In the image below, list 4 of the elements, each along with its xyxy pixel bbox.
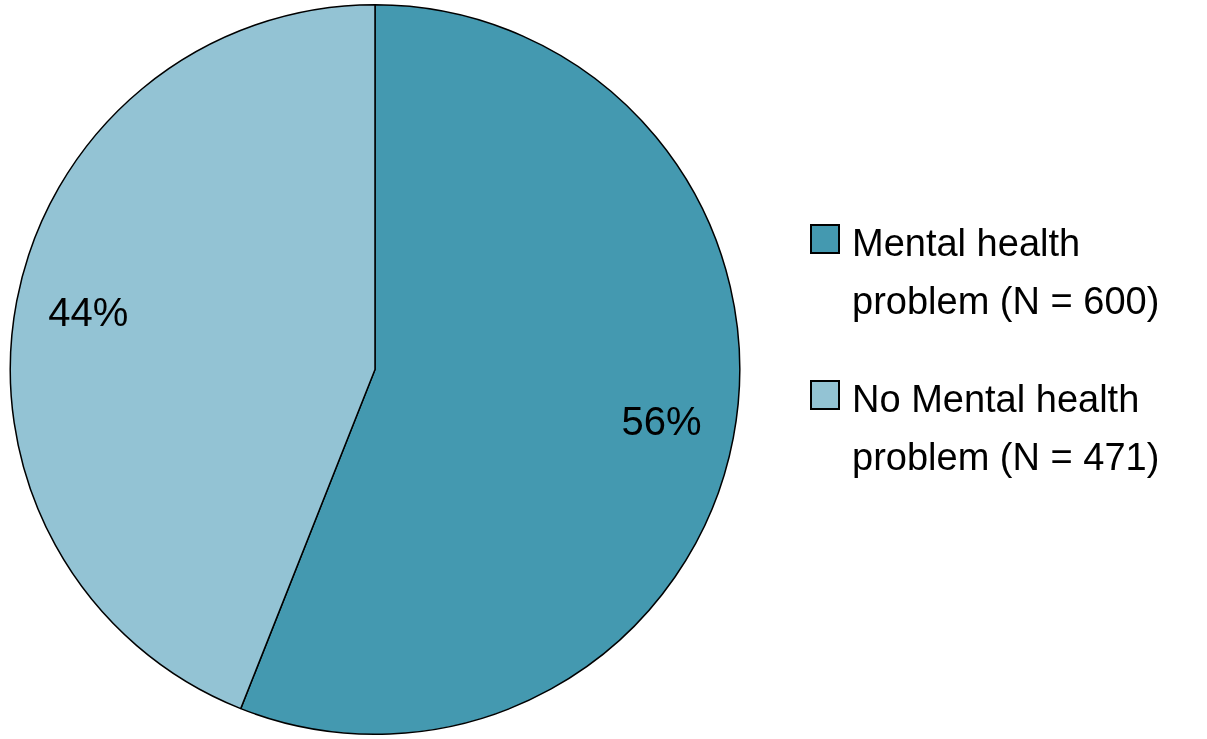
data-label: 56%: [621, 399, 702, 444]
data-label: 44%: [48, 289, 129, 334]
legend-label: Mental health problem (N = 600): [852, 220, 1161, 324]
legend-label: No Mental health problem (N = 471): [852, 376, 1161, 480]
